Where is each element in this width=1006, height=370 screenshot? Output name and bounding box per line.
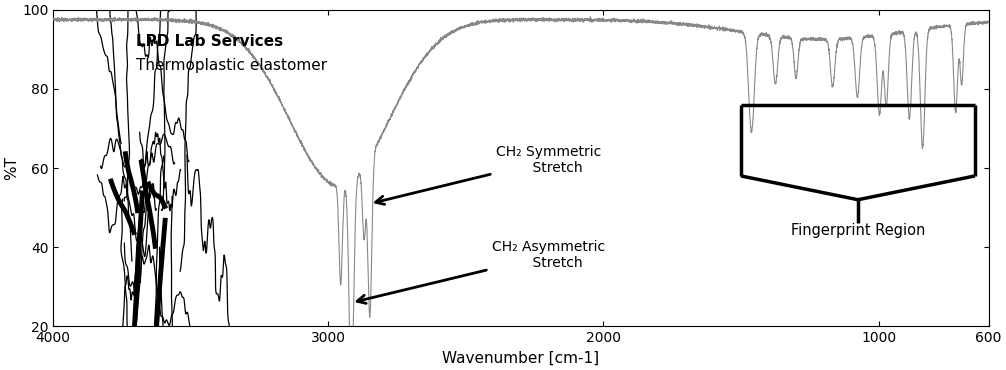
Text: Fingerprint Region: Fingerprint Region bbox=[791, 223, 926, 239]
Text: CH₂ Asymmetric
    Stretch: CH₂ Asymmetric Stretch bbox=[357, 240, 605, 303]
X-axis label: Wavenumber [cm-1]: Wavenumber [cm-1] bbox=[443, 351, 600, 366]
Text: Thermoplastic elastomer: Thermoplastic elastomer bbox=[136, 58, 327, 73]
Text: LPD Lab Services: LPD Lab Services bbox=[136, 34, 283, 49]
Y-axis label: %T: %T bbox=[4, 156, 19, 180]
Text: CH₂ Symmetric
    Stretch: CH₂ Symmetric Stretch bbox=[375, 145, 601, 204]
